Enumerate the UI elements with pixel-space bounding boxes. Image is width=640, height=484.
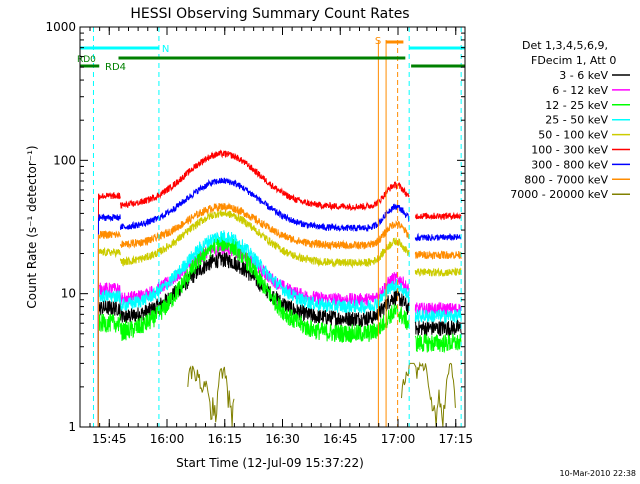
x-tick-label: 16:15 bbox=[207, 432, 242, 446]
legend-label-7: 800 - 7000 keV bbox=[524, 173, 608, 186]
legend-label-5: 100 - 300 keV bbox=[531, 144, 608, 157]
x-axis-label: Start Time (12-Jul-09 15:37:22) bbox=[176, 456, 364, 470]
series-line-8 bbox=[187, 361, 456, 428]
legend-label-0: 3 - 6 keV bbox=[559, 69, 608, 82]
axes: 1 10 100 1000 15:45 16:00 16:15 16:30 16:45 17:00… bbox=[45, 20, 473, 446]
footer-timestamp: 10-Mar-2010 22:38 bbox=[560, 469, 637, 478]
x-tick-label: 17:00 bbox=[381, 432, 416, 446]
series-line-6 bbox=[97, 177, 462, 428]
flag-label-rd4: RD4 bbox=[105, 62, 126, 73]
legend-header-line-2: FDecim 1, Att 0 bbox=[531, 54, 616, 67]
x-tick-label: 15:45 bbox=[92, 432, 127, 446]
y-tick-label: 1000 bbox=[45, 20, 76, 34]
legend-header-line-1: Det 1,3,4,5,6,9, bbox=[522, 39, 608, 52]
x-tick-label: 17:15 bbox=[438, 432, 473, 446]
chart-title: HESSI Observing Summary Count Rates bbox=[130, 6, 409, 22]
legend: 3 - 6 keV 6 - 12 keV 12 - 25 keV 25 - 50 ke… bbox=[510, 69, 630, 201]
y-tick-label: 100 bbox=[53, 153, 76, 167]
y-tick-label: 10 bbox=[61, 287, 76, 301]
series-line-5 bbox=[97, 149, 462, 428]
legend-label-3: 25 - 50 keV bbox=[545, 114, 608, 127]
legend-label-8: 7000 - 20000 keV bbox=[510, 188, 608, 201]
series-line-7 bbox=[97, 202, 462, 428]
series-line-4 bbox=[97, 209, 462, 428]
plot-area: N RD0 RD4 S bbox=[77, 27, 465, 428]
flag-label-rd0: RD0 bbox=[77, 55, 96, 65]
flag-label-n: N bbox=[162, 44, 169, 55]
legend-label-6: 300 - 800 keV bbox=[531, 158, 608, 171]
x-tick-label: 16:45 bbox=[323, 432, 358, 446]
y-axis-label: Count Rate (s⁻¹ detector⁻¹) bbox=[25, 145, 39, 308]
x-tick-label: 16:30 bbox=[265, 432, 300, 446]
series-line-3 bbox=[97, 230, 462, 428]
flag-label-s: S bbox=[375, 36, 381, 47]
series-line-2 bbox=[97, 233, 462, 428]
x-tick-label: 16:00 bbox=[150, 432, 185, 446]
legend-label-4: 50 - 100 keV bbox=[538, 129, 608, 142]
y-tick-label: 1 bbox=[68, 420, 76, 434]
legend-label-1: 6 - 12 keV bbox=[552, 84, 608, 97]
legend-label-2: 12 - 25 keV bbox=[545, 99, 608, 112]
